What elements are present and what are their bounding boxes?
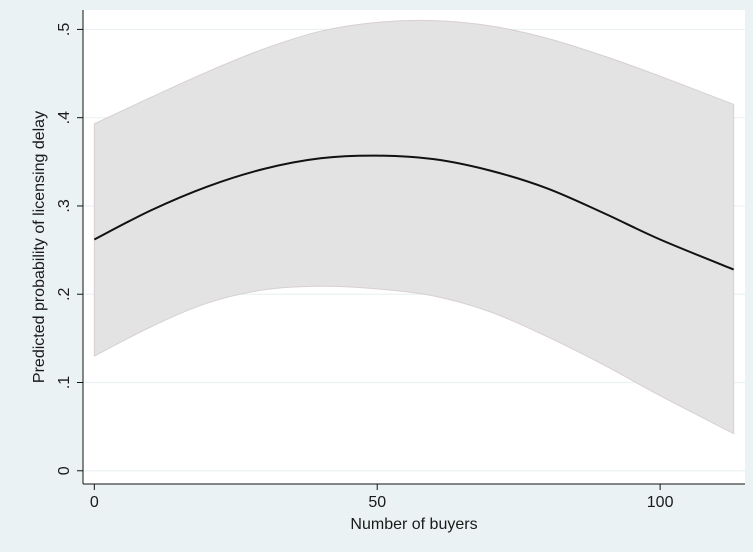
y-tick-label: .1 (56, 376, 73, 389)
axes (82, 10, 745, 485)
x-tick-label: 50 (368, 494, 386, 511)
prediction-line (93, 154, 735, 271)
ticks: 0 50 100 0 .1 .2 .3 .4 .5 (56, 23, 674, 511)
y-tick-label: .2 (56, 287, 73, 300)
confidence-band (93, 19, 735, 435)
y-tick-label: .5 (56, 23, 73, 36)
prediction-line-path (93, 154, 735, 271)
x-axis-title: Number of buyers (350, 516, 477, 533)
x-tick-label: 0 (90, 494, 99, 511)
y-tick-label: .3 (56, 199, 73, 212)
ci-band-area (93, 19, 735, 435)
x-tick-label: 100 (647, 494, 674, 511)
y-tick-label: .4 (56, 111, 73, 124)
y-axis-title: Predicted probability of licensing delay (31, 111, 48, 383)
y-tick-label: 0 (56, 466, 73, 475)
